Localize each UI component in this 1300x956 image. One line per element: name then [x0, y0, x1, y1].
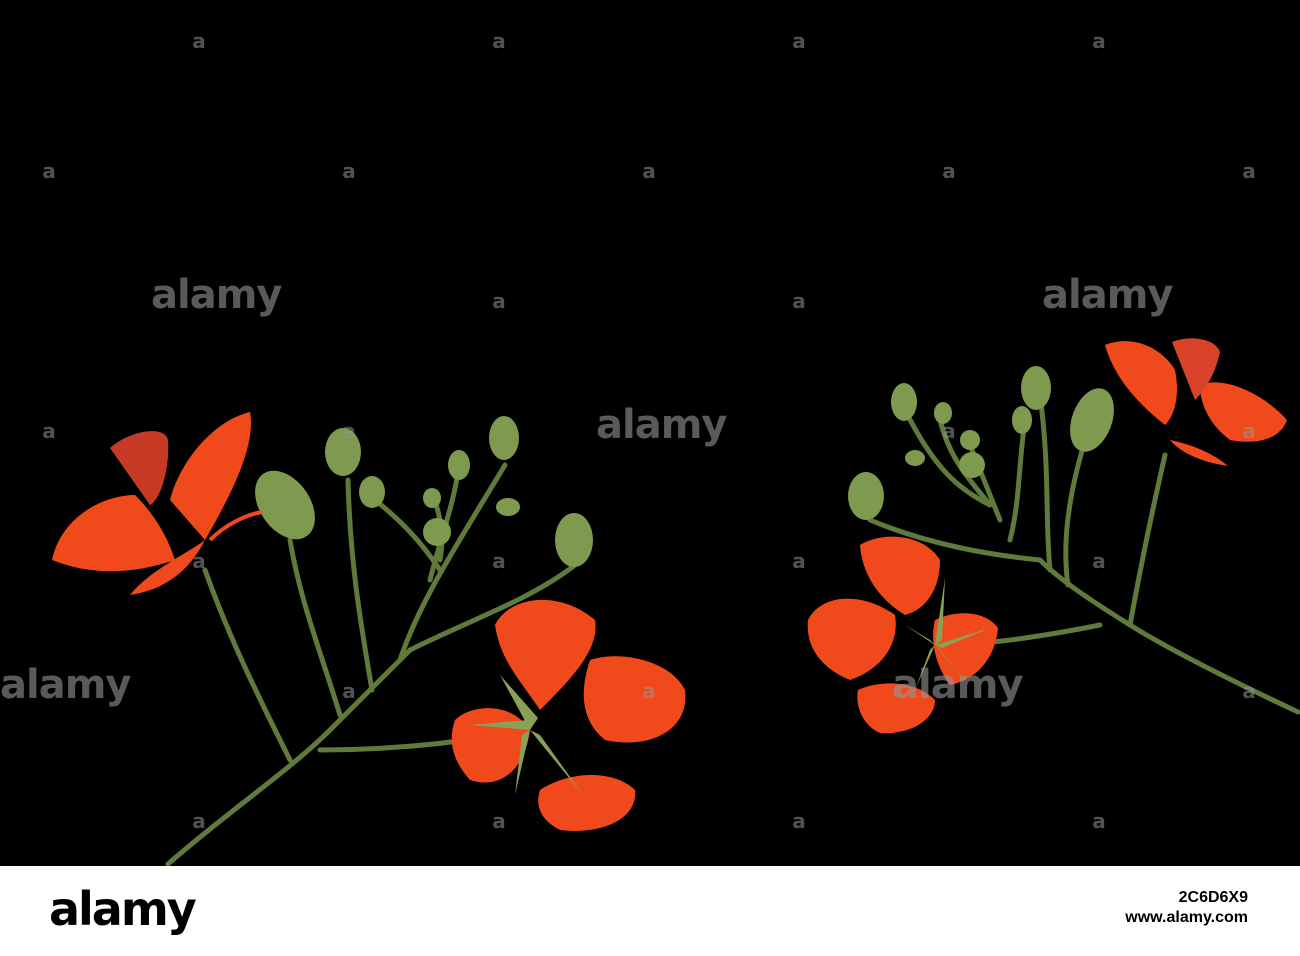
watermark-logo: alamy — [596, 402, 727, 448]
right-flower-bottom — [807, 536, 998, 734]
watermark-glyph: a — [1242, 159, 1256, 183]
watermark-glyph: a — [492, 549, 506, 573]
left-flower-top — [52, 412, 263, 595]
watermark-glyph: a — [792, 29, 806, 53]
watermark-glyph: a — [942, 419, 956, 443]
watermark-glyph: a — [342, 159, 356, 183]
watermark-glyph: a — [792, 549, 806, 573]
watermark-glyph: a — [42, 419, 56, 443]
watermark-glyph: a — [1092, 809, 1106, 833]
footer-image-info: 2C6D6X9 www.alamy.com — [1125, 888, 1248, 928]
watermark-logo: alamy — [0, 662, 131, 708]
right-buds — [848, 366, 1114, 520]
watermark-glyph: a — [792, 809, 806, 833]
watermark-glyph: a — [492, 809, 506, 833]
image-id: 2C6D6X9 — [1178, 889, 1248, 906]
watermark-glyph: a — [342, 419, 356, 443]
watermark-glyph: a — [192, 809, 206, 833]
watermark-glyph: a — [492, 29, 506, 53]
watermark-logo: alamy — [1042, 272, 1173, 318]
watermark-logo: alamy — [892, 662, 1023, 708]
watermark-glyph: a — [942, 159, 956, 183]
right-branch — [867, 392, 1300, 715]
watermark-glyph: a — [342, 679, 356, 703]
footer-logo: alamy — [49, 882, 197, 936]
watermark-glyph: a — [1242, 419, 1256, 443]
footer-bar: alamy 2C6D6X9 www.alamy.com — [0, 866, 1300, 956]
watermark-glyph: a — [642, 159, 656, 183]
right-sepals — [905, 578, 990, 690]
watermark-glyph: a — [1092, 29, 1106, 53]
watermark-glyph: a — [792, 289, 806, 313]
watermark-glyph: a — [1092, 549, 1106, 573]
watermark-glyph: a — [192, 29, 206, 53]
watermark-logo: alamy — [151, 272, 282, 318]
watermark-glyph: a — [492, 289, 506, 313]
watermark-glyph: a — [1242, 679, 1256, 703]
flame-tree-flowers-photo — [52, 338, 1300, 866]
right-flower-top — [1105, 338, 1287, 466]
watermark-glyph: a — [192, 549, 206, 573]
left-buds — [255, 416, 593, 567]
watermark-glyph: a — [42, 159, 56, 183]
watermark-glyph: a — [642, 679, 656, 703]
left-sepals — [470, 675, 590, 795]
site-url: www.alamy.com — [1125, 909, 1248, 926]
